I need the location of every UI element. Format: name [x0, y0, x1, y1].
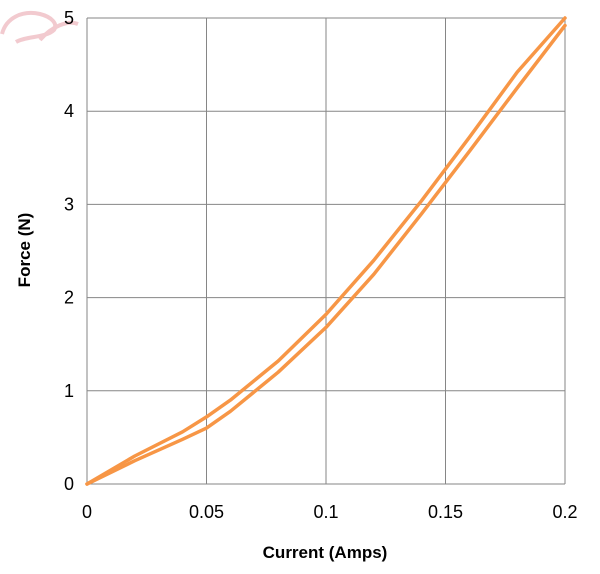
x-tick-label: 0: [82, 502, 92, 522]
x-tick-label: 0.1: [313, 502, 338, 522]
watermark-logo: [0, 11, 79, 44]
x-tick-label: 0.15: [428, 502, 463, 522]
grid-lines: [86, 17, 566, 485]
y-tick-label: 5: [64, 8, 74, 28]
y-tick-label: 1: [64, 381, 74, 401]
x-tick-label: 0.05: [189, 502, 224, 522]
y-tick-label: 0: [64, 474, 74, 494]
y-axis-title: Force (N): [15, 213, 34, 288]
tick-labels: 0 0.05 0.1 0.15 0.2 0 1 2 3 4 5: [64, 8, 578, 522]
y-tick-label: 3: [64, 194, 74, 214]
x-tick-label: 0.2: [552, 502, 577, 522]
series-line-1: [85, 16, 567, 486]
y-tick-label: 4: [64, 101, 74, 121]
series-line-2: [85, 23, 567, 486]
y-tick-label: 2: [64, 288, 74, 308]
series-lines: [85, 16, 567, 486]
x-axis-title: Current (Amps): [263, 543, 388, 562]
